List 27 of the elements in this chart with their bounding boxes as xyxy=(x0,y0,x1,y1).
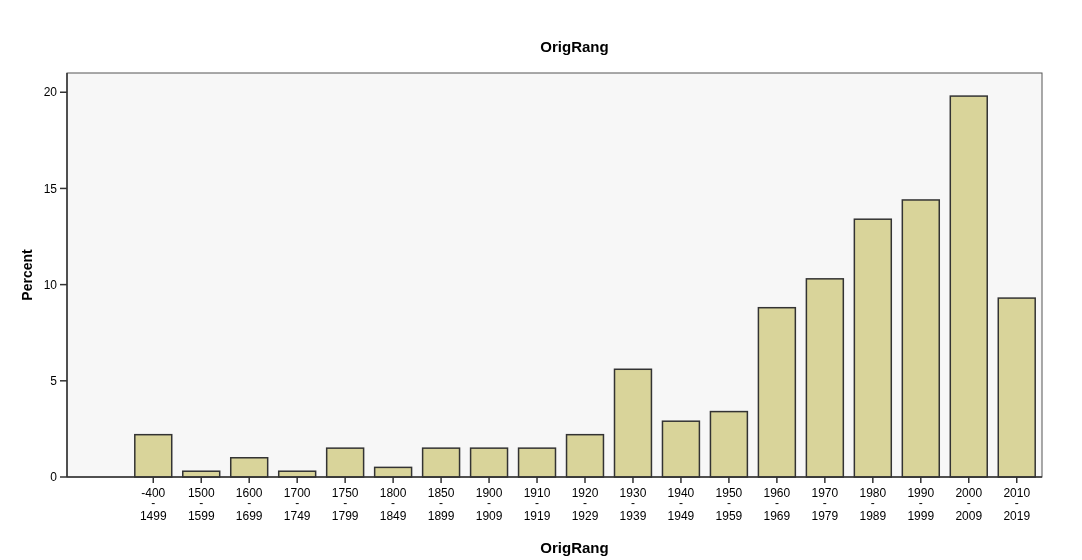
y-tick-label: 20 xyxy=(43,85,58,100)
x-tick-label: 1930 - 1939 xyxy=(619,486,647,523)
x-tick-label: 1600 - 1699 xyxy=(235,486,263,523)
x-tick-label: 1920 - 1929 xyxy=(571,486,599,523)
y-tick-label: 10 xyxy=(43,277,58,292)
x-tick-label: 1910 - 1919 xyxy=(523,486,551,523)
x-tick-label: 1940 - 1949 xyxy=(667,486,695,523)
y-tick-label: 5 xyxy=(50,374,58,389)
x-tick-label: 1980 - 1989 xyxy=(859,486,887,523)
x-tick-label: 2000 - 2009 xyxy=(955,486,983,523)
y-tick-label: 0 xyxy=(50,470,58,485)
x-tick-label: 1950 - 1959 xyxy=(715,486,743,523)
x-tick-label: 1900 - 1909 xyxy=(475,486,503,523)
y-axis-title: Percent xyxy=(19,248,35,301)
x-tick-label: 1700 - 1749 xyxy=(283,486,311,523)
x-tick-label: 1800 - 1849 xyxy=(379,486,407,523)
x-tick-label: 1990 - 1999 xyxy=(907,486,935,523)
x-tick-label: 2010 - 2019 xyxy=(1003,486,1031,523)
x-tick-label: -400 - 1499 xyxy=(139,486,167,523)
x-tick-label: 1970 - 1979 xyxy=(811,486,839,523)
y-tick-label: 15 xyxy=(43,181,58,196)
chart-title: OrigRang xyxy=(540,38,609,55)
x-tick-label: 1500 - 1599 xyxy=(187,486,215,523)
x-tick-label: 1850 - 1899 xyxy=(427,486,455,523)
x-tick-label: 1750 - 1799 xyxy=(331,486,359,523)
x-axis-title: OrigRang xyxy=(540,539,609,556)
x-tick-label: 1960 - 1969 xyxy=(763,486,791,523)
